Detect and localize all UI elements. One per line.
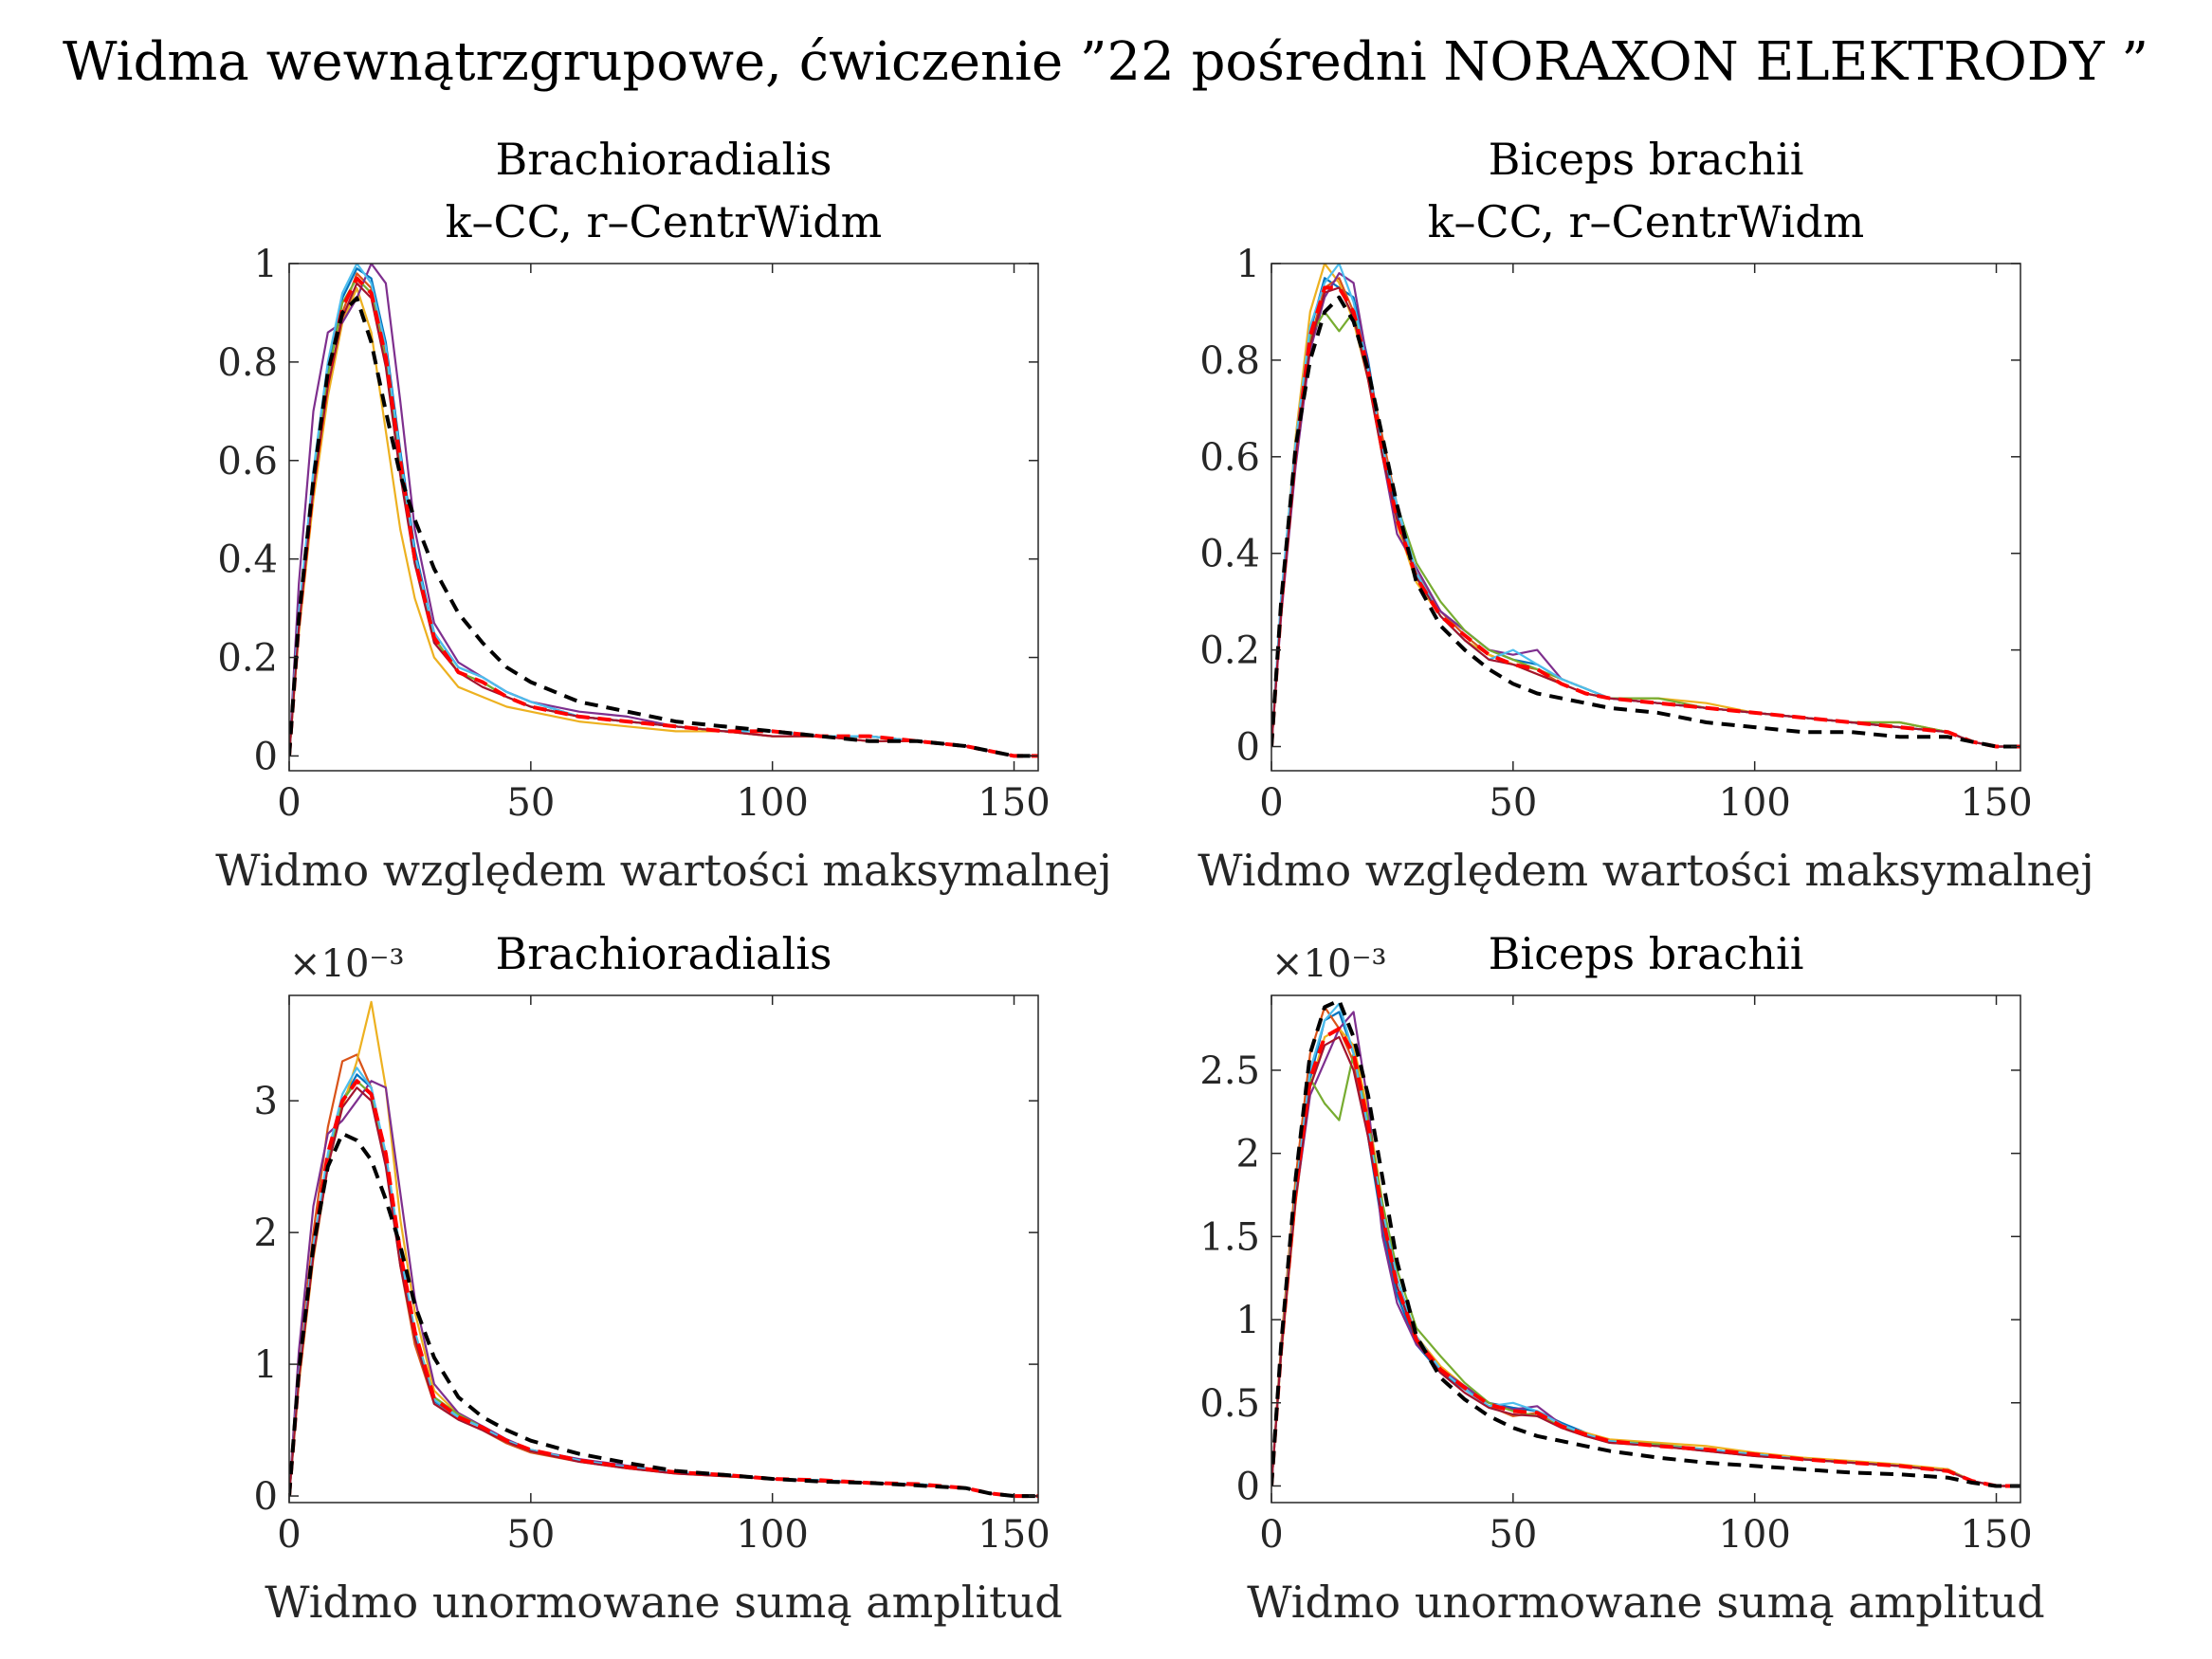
series-line-8: [289, 276, 1038, 758]
series-line-9: [289, 296, 1038, 758]
y-tick-label: 1: [1236, 1299, 1260, 1342]
y-tick-label: 2: [1236, 1133, 1260, 1176]
series-line-4: [1271, 272, 2020, 748]
figure-title: Widma wewnątrzgrupowe, ćwiczenie ”22 poś…: [63, 31, 2148, 93]
x-tick-label: 150: [978, 1513, 1050, 1557]
y-exponent-label: ×10⁻³: [289, 942, 405, 986]
x-tick-label: 150: [978, 781, 1050, 825]
x-tick-label: 0: [277, 1513, 301, 1557]
y-tick-label: 1: [254, 243, 278, 286]
x-tick-label: 0: [1259, 781, 1283, 825]
series-line-3: [1271, 264, 2020, 748]
y-tick-label: 0.2: [217, 637, 278, 681]
axes-box: [1271, 263, 2021, 772]
chart-panel-2: 0 50 100 150 0 0.2 0.4 0.6 0.8 1 Biceps brachii k–C…: [1197, 134, 2094, 896]
panel-title-line: Brachioradialis: [495, 928, 832, 979]
chart-panel-1: 0 50 100 150 0 0.2 0.4 0.6 0.8 1 Brachioradialis k–…: [215, 134, 1112, 896]
y-tick-label: 2: [254, 1212, 278, 1255]
x-axis-label: Widmo względem wartości maksymalnej: [1197, 845, 2094, 896]
x-tick-label: 50: [1489, 1513, 1537, 1557]
x-tick-label: 100: [736, 781, 808, 825]
y-tick-label: 1.5: [1199, 1215, 1260, 1259]
series-line-2: [1271, 277, 2020, 748]
y-tick-label: 0.4: [217, 538, 278, 582]
series-line-4: [289, 1080, 1038, 1498]
x-axis-label: Widmo względem wartości maksymalnej: [215, 845, 1112, 896]
series-line-7: [289, 1086, 1038, 1498]
x-tick-label: 0: [1259, 1513, 1283, 1557]
panel-title-line: Biceps brachii: [1489, 928, 1804, 979]
series-line-4: [289, 264, 1038, 757]
series-group: [1271, 998, 2020, 1488]
y-tick-label: 0: [1236, 1465, 1260, 1508]
series-line-1: [1271, 1011, 2020, 1487]
y-tick-label: 0.4: [1199, 533, 1260, 576]
series-line-5: [1271, 310, 2020, 748]
series-line-7: [1271, 1035, 2020, 1487]
x-tick-label: 50: [1489, 781, 1537, 825]
series-line-2: [289, 272, 1038, 757]
x-axis-label: Widmo unormowane sumą amplitud: [1247, 1577, 2044, 1628]
series-line-5: [289, 1080, 1038, 1498]
series-line-3: [289, 286, 1038, 757]
panel-title-line: Biceps brachii: [1489, 134, 1804, 185]
series-line-9: [289, 1131, 1038, 1499]
y-tick-label: 0: [254, 1475, 278, 1519]
chart-panel-4: 0 50 100 150 0 0.5 1 1.5 2 2.5 Biceps brachii ×10⁻³…: [1199, 928, 2044, 1628]
series-line-9: [1271, 295, 2020, 749]
y-exponent-label: ×10⁻³: [1271, 942, 1387, 986]
x-tick-label: 100: [1718, 781, 1790, 825]
y-tick-label: 0.5: [1199, 1382, 1260, 1426]
series-group: [289, 1000, 1038, 1499]
y-tick-label: 0.6: [217, 440, 278, 483]
x-tick-label: 50: [506, 781, 555, 825]
y-tick-label: 3: [254, 1080, 278, 1123]
series-group: [289, 264, 1038, 758]
series-line-3: [1271, 1027, 2020, 1487]
series-line-7: [289, 282, 1038, 757]
x-tick-label: 150: [1960, 1513, 2032, 1557]
panel-title-line: Brachioradialis: [495, 134, 832, 185]
x-tick-label: 50: [506, 1513, 555, 1557]
axes-box: [288, 263, 1039, 772]
series-line-5: [289, 277, 1038, 757]
y-tick-label: 0: [1236, 726, 1260, 770]
series-line-6: [289, 1066, 1038, 1498]
x-tick-label: 0: [277, 781, 301, 825]
axes-box: [1271, 994, 2021, 1504]
series-line-5: [1271, 1052, 2020, 1487]
series-line-7: [1271, 286, 2020, 748]
y-tick-label: 1: [1236, 243, 1260, 286]
series-line-1: [289, 267, 1038, 757]
series-line-8: [289, 1079, 1038, 1499]
y-tick-label: 2.5: [1199, 1049, 1260, 1093]
y-tick-label: 0: [254, 735, 278, 778]
x-axis-label: Widmo unormowane sumą amplitud: [265, 1577, 1062, 1628]
y-tick-label: 0.8: [1199, 339, 1260, 383]
series-line-4: [1271, 1011, 2020, 1487]
series-line-6: [289, 264, 1038, 757]
x-tick-label: 150: [1960, 781, 2032, 825]
panel-title-line: k–CC, r–CentrWidm: [446, 196, 883, 247]
series-line-8: [1271, 1027, 2020, 1488]
x-tick-label: 100: [736, 1513, 808, 1557]
series-line-6: [1271, 264, 2020, 748]
chart-panel-3: 0 50 100 150 0 1 2 3 Brachioradialis ×10⁻³ Widmo u…: [254, 928, 1063, 1628]
y-tick-label: 0.8: [217, 341, 278, 385]
y-tick-label: 0.6: [1199, 436, 1260, 480]
series-line-9: [1271, 998, 2020, 1488]
y-tick-label: 0.2: [1199, 629, 1260, 673]
series-line-8: [1271, 285, 2020, 749]
series-line-1: [289, 1073, 1038, 1498]
x-tick-label: 100: [1718, 1513, 1790, 1557]
series-line-1: [1271, 277, 2020, 748]
panel-title-line: k–CC, r–CentrWidm: [1428, 196, 1865, 247]
axes-box: [288, 994, 1039, 1504]
y-tick-label: 1: [254, 1343, 278, 1387]
series-group: [1271, 264, 2020, 749]
